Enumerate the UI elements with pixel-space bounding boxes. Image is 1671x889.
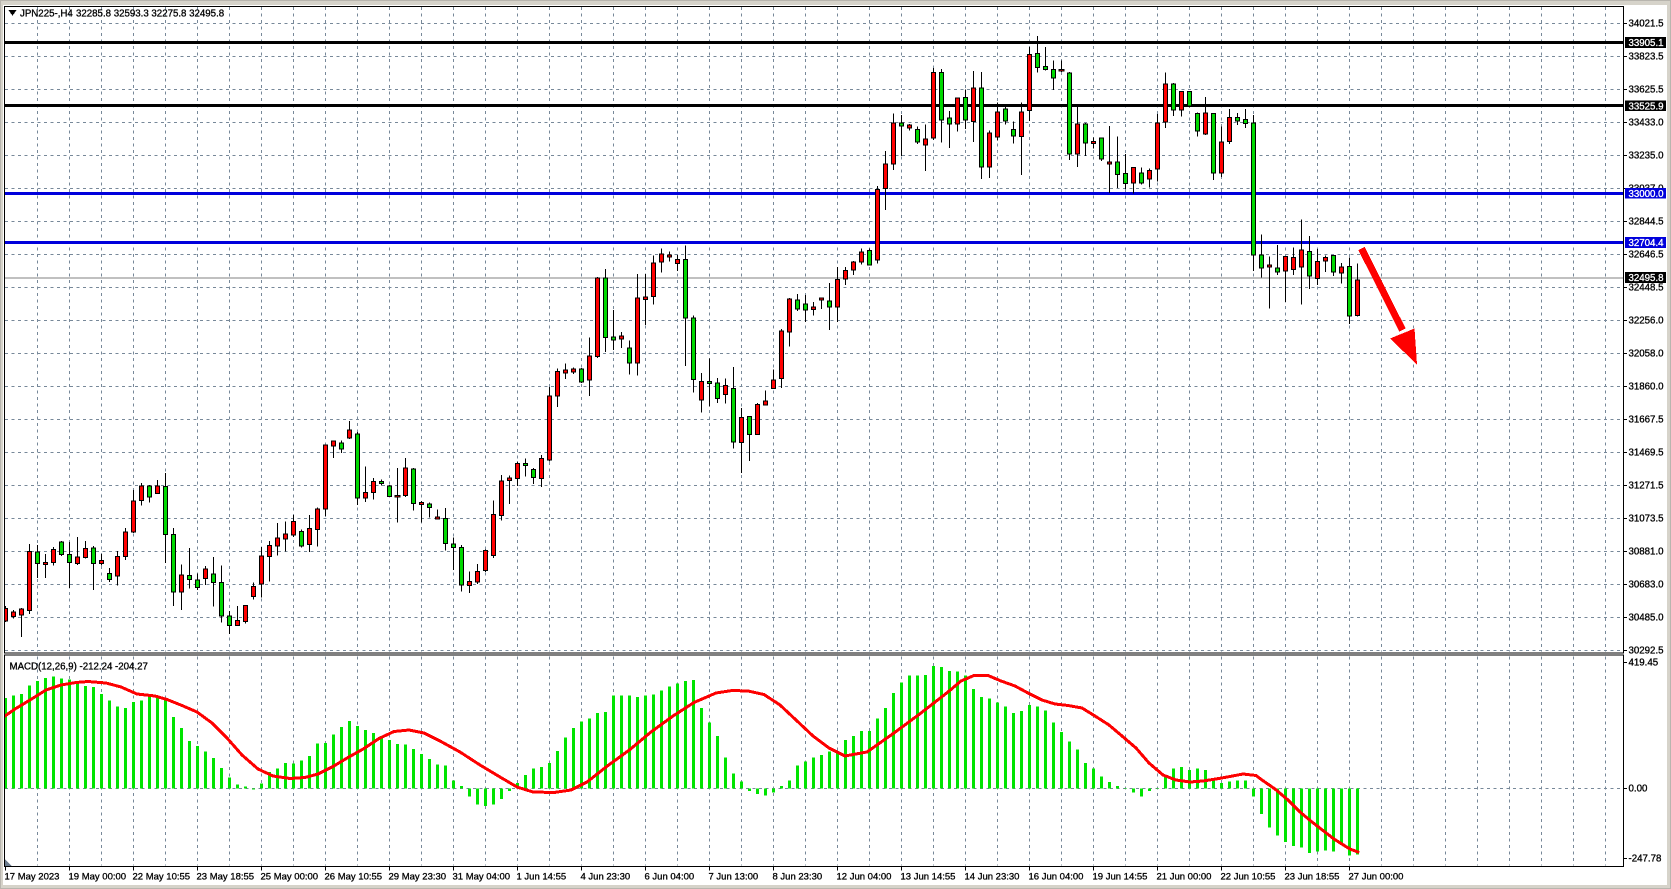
svg-text:16 Jun 04:00: 16 Jun 04:00 [1029,872,1084,883]
svg-text:26 May 10:55: 26 May 10:55 [325,872,383,883]
svg-text:17 May 2023: 17 May 2023 [5,872,60,883]
svg-text:33235.0: 33235.0 [1629,151,1665,162]
svg-text:25 May 00:00: 25 May 00:00 [261,872,319,883]
svg-text:32704.4: 32704.4 [1629,238,1665,249]
svg-text:33625.5: 33625.5 [1629,85,1664,96]
svg-text:4 Jun 23:30: 4 Jun 23:30 [581,872,631,883]
svg-text:33000.0: 33000.0 [1629,189,1665,200]
svg-text:7 Jun 13:00: 7 Jun 13:00 [709,872,759,883]
svg-text:31271.5: 31271.5 [1629,481,1664,492]
svg-text:33905.1: 33905.1 [1629,38,1664,49]
svg-text:30683.0: 30683.0 [1629,580,1665,591]
svg-text:12 Jun 04:00: 12 Jun 04:00 [837,872,892,883]
svg-text:31 May 04:00: 31 May 04:00 [453,872,511,883]
svg-text:MACD(12,26,9) -212.24 -204.27: MACD(12,26,9) -212.24 -204.27 [10,662,148,673]
svg-text:29 May 23:30: 29 May 23:30 [389,872,447,883]
svg-text:0.00: 0.00 [1629,784,1648,795]
svg-text:31667.5: 31667.5 [1629,415,1664,426]
svg-text:33433.0: 33433.0 [1629,118,1665,129]
svg-text:30292.5: 30292.5 [1629,646,1664,657]
svg-text:JPN225-,H4: JPN225-,H4 [20,8,73,19]
svg-text:14 Jun 23:30: 14 Jun 23:30 [965,872,1020,883]
svg-text:33823.5: 33823.5 [1629,52,1664,63]
svg-text:19 Jun 14:55: 19 Jun 14:55 [1093,872,1148,883]
svg-text:32256.0: 32256.0 [1629,316,1665,327]
svg-text:13 Jun 14:55: 13 Jun 14:55 [901,872,956,883]
svg-text:33525.9: 33525.9 [1629,101,1664,112]
svg-text:30485.0: 30485.0 [1629,613,1665,624]
svg-text:34021.5: 34021.5 [1629,19,1664,30]
svg-text:8 Jun 23:30: 8 Jun 23:30 [773,872,823,883]
svg-text:31469.5: 31469.5 [1629,448,1664,459]
svg-text:22 May 10:55: 22 May 10:55 [133,872,191,883]
svg-text:-247.78: -247.78 [1629,854,1662,865]
svg-text:419.45: 419.45 [1629,658,1659,669]
svg-text:32646.5: 32646.5 [1629,250,1664,261]
svg-text:6 Jun 04:00: 6 Jun 04:00 [645,872,695,883]
svg-text:30881.0: 30881.0 [1629,547,1665,558]
svg-text:32495.8: 32495.8 [1629,273,1664,284]
svg-text:19 May 00:00: 19 May 00:00 [69,872,127,883]
svg-text:31073.5: 31073.5 [1629,514,1664,525]
svg-text:1 Jun 14:55: 1 Jun 14:55 [517,872,567,883]
svg-text:32844.5: 32844.5 [1629,217,1664,228]
svg-text:22 Jun 10:55: 22 Jun 10:55 [1221,872,1276,883]
svg-text:32285.8 32593.3 32275.8 32495.: 32285.8 32593.3 32275.8 32495.8 [76,8,224,19]
svg-text:32058.0: 32058.0 [1629,349,1665,360]
svg-text:31860.0: 31860.0 [1629,382,1665,393]
svg-text:23 May 18:55: 23 May 18:55 [197,872,255,883]
svg-text:32448.5: 32448.5 [1629,283,1664,294]
svg-text:21 Jun 00:00: 21 Jun 00:00 [1157,872,1212,883]
svg-text:23 Jun 18:55: 23 Jun 18:55 [1285,872,1340,883]
svg-text:27 Jun 00:00: 27 Jun 00:00 [1349,872,1404,883]
